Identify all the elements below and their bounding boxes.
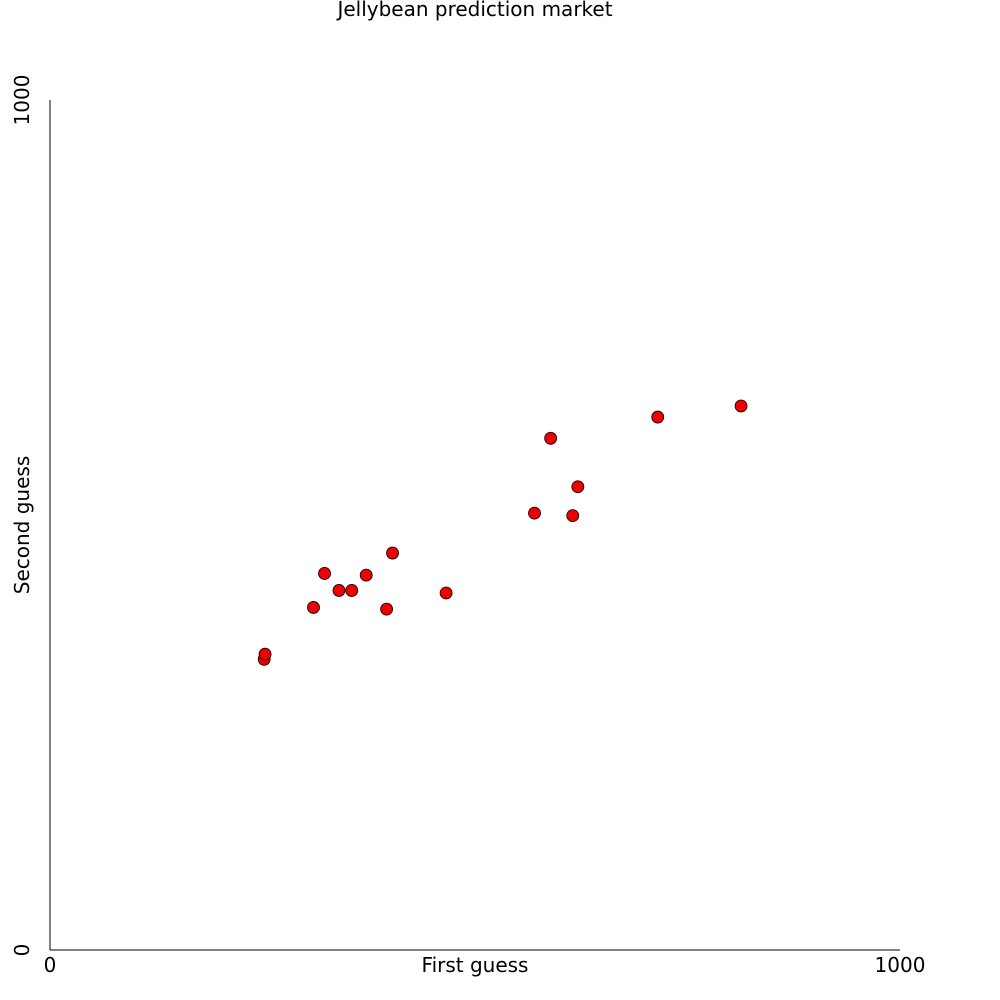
scatter-point-10 [439, 586, 453, 600]
x-axis-label: First guess [422, 953, 529, 977]
scatter-point-14 [571, 480, 585, 494]
scatter-point-15 [651, 410, 665, 424]
scatter-point-12 [544, 431, 558, 445]
scatter-point-4 [318, 567, 331, 580]
scatter-point-6 [345, 584, 359, 597]
y-tick-label-max: 1000 [10, 75, 34, 126]
y-tick-label-min: 0 [10, 944, 34, 957]
scatter-point-13 [566, 509, 580, 523]
scatter-point-3 [307, 601, 320, 614]
scatter-points [257, 399, 748, 666]
scatter-point-16 [734, 399, 748, 413]
scatter-point-8 [380, 602, 394, 616]
chart-title: Jellybean prediction market [335, 0, 612, 21]
y-axis-label: Second guess [10, 456, 34, 594]
scatter-point-11 [528, 506, 541, 520]
scatter-point-7 [359, 568, 373, 582]
scatter-point-5 [332, 584, 346, 597]
x-tick-label-min: 0 [44, 953, 57, 977]
x-tick-label-max: 1000 [875, 953, 926, 977]
scatter-point-2 [258, 647, 272, 661]
scatter-point-9 [386, 546, 399, 560]
